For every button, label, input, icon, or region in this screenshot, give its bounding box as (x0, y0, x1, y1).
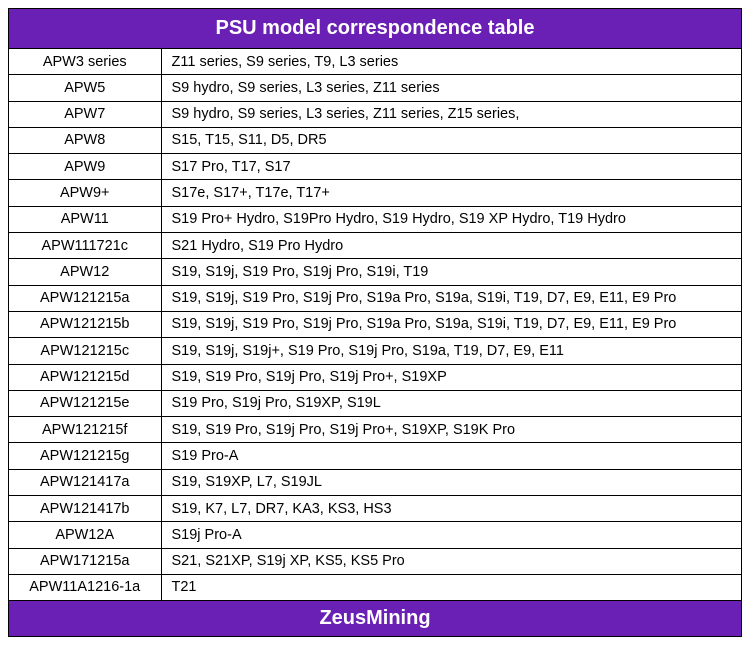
table-row: APW121215aS19, S19j, S19 Pro, S19j Pro, … (9, 285, 741, 311)
table-footer: ZeusMining (9, 601, 741, 636)
psu-model-cell: APW12 (9, 259, 161, 285)
table-row: APW11S19 Pro+ Hydro, S19Pro Hydro, S19 H… (9, 206, 741, 232)
psu-model-cell: APW7 (9, 101, 161, 127)
psu-model-cell: APW5 (9, 75, 161, 101)
psu-model-cell: APW121215e (9, 390, 161, 416)
table-row: APW12S19, S19j, S19 Pro, S19j Pro, S19i,… (9, 259, 741, 285)
compatible-models-cell: S21, S21XP, S19j XP, KS5, KS5 Pro (161, 548, 741, 574)
psu-model-cell: APW121417a (9, 469, 161, 495)
table-row: APW3 seriesZ11 series, S9 series, T9, L3… (9, 49, 741, 75)
table-row: APW121215dS19, S19 Pro, S19j Pro, S19j P… (9, 364, 741, 390)
table-row: APW5S9 hydro, S9 series, L3 series, Z11 … (9, 75, 741, 101)
compatible-models-cell: S19 Pro+ Hydro, S19Pro Hydro, S19 Hydro,… (161, 206, 741, 232)
compatible-models-cell: S19, S19j, S19j+, S19 Pro, S19j Pro, S19… (161, 338, 741, 364)
compatible-models-cell: S9 hydro, S9 series, L3 series, Z11 seri… (161, 101, 741, 127)
psu-table: APW3 seriesZ11 series, S9 series, T9, L3… (9, 49, 741, 601)
psu-table-container: PSU model correspondence table APW3 seri… (8, 8, 742, 637)
table-row: APW121215fS19, S19 Pro, S19j Pro, S19j P… (9, 417, 741, 443)
psu-model-cell: APW9+ (9, 180, 161, 206)
psu-model-cell: APW111721c (9, 233, 161, 259)
compatible-models-cell: S19, S19 Pro, S19j Pro, S19j Pro+, S19XP… (161, 417, 741, 443)
compatible-models-cell: S19j Pro-A (161, 522, 741, 548)
table-row: APW121417aS19, S19XP, L7, S19JL (9, 469, 741, 495)
table-row: APW171215aS21, S21XP, S19j XP, KS5, KS5 … (9, 548, 741, 574)
table-row: APW121417bS19, K7, L7, DR7, KA3, KS3, HS… (9, 496, 741, 522)
psu-model-cell: APW11 (9, 206, 161, 232)
compatible-models-cell: S19, S19j, S19 Pro, S19j Pro, S19i, T19 (161, 259, 741, 285)
table-row: APW7S9 hydro, S9 series, L3 series, Z11 … (9, 101, 741, 127)
compatible-models-cell: S21 Hydro, S19 Pro Hydro (161, 233, 741, 259)
compatible-models-cell: S9 hydro, S9 series, L3 series, Z11 seri… (161, 75, 741, 101)
psu-model-cell: APW121215d (9, 364, 161, 390)
table-row: APW121215cS19, S19j, S19j+, S19 Pro, S19… (9, 338, 741, 364)
psu-model-cell: APW12A (9, 522, 161, 548)
table-row: APW121215bS19, S19j, S19 Pro, S19j Pro, … (9, 311, 741, 337)
compatible-models-cell: S19, S19XP, L7, S19JL (161, 469, 741, 495)
psu-model-cell: APW171215a (9, 548, 161, 574)
psu-model-cell: APW121215g (9, 443, 161, 469)
compatible-models-cell: S19, S19j, S19 Pro, S19j Pro, S19a Pro, … (161, 285, 741, 311)
table-row: APW9S17 Pro, T17, S17 (9, 154, 741, 180)
compatible-models-cell: S19, K7, L7, DR7, KA3, KS3, HS3 (161, 496, 741, 522)
psu-model-cell: APW121215a (9, 285, 161, 311)
table-row: APW12AS19j Pro-A (9, 522, 741, 548)
psu-model-cell: APW121215b (9, 311, 161, 337)
psu-model-cell: APW3 series (9, 49, 161, 75)
compatible-models-cell: S19 Pro-A (161, 443, 741, 469)
compatible-models-cell: S19 Pro, S19j Pro, S19XP, S19L (161, 390, 741, 416)
psu-model-cell: APW9 (9, 154, 161, 180)
table-row: APW9+S17e, S17+, T17e, T17+ (9, 180, 741, 206)
compatible-models-cell: Z11 series, S9 series, T9, L3 series (161, 49, 741, 75)
psu-model-cell: APW121215f (9, 417, 161, 443)
psu-model-cell: APW11A1216-1a (9, 574, 161, 600)
table-row: APW121215eS19 Pro, S19j Pro, S19XP, S19L (9, 390, 741, 416)
table-row: APW11A1216-1aT21 (9, 574, 741, 600)
compatible-models-cell: S17 Pro, T17, S17 (161, 154, 741, 180)
compatible-models-cell: T21 (161, 574, 741, 600)
compatible-models-cell: S19, S19 Pro, S19j Pro, S19j Pro+, S19XP (161, 364, 741, 390)
table-title: PSU model correspondence table (9, 9, 741, 49)
table-row: APW121215gS19 Pro-A (9, 443, 741, 469)
psu-model-cell: APW121215c (9, 338, 161, 364)
psu-model-cell: APW121417b (9, 496, 161, 522)
psu-model-cell: APW8 (9, 127, 161, 153)
compatible-models-cell: S19, S19j, S19 Pro, S19j Pro, S19a Pro, … (161, 311, 741, 337)
table-row: APW8S15, T15, S11, D5, DR5 (9, 127, 741, 153)
compatible-models-cell: S15, T15, S11, D5, DR5 (161, 127, 741, 153)
table-row: APW111721cS21 Hydro, S19 Pro Hydro (9, 233, 741, 259)
compatible-models-cell: S17e, S17+, T17e, T17+ (161, 180, 741, 206)
